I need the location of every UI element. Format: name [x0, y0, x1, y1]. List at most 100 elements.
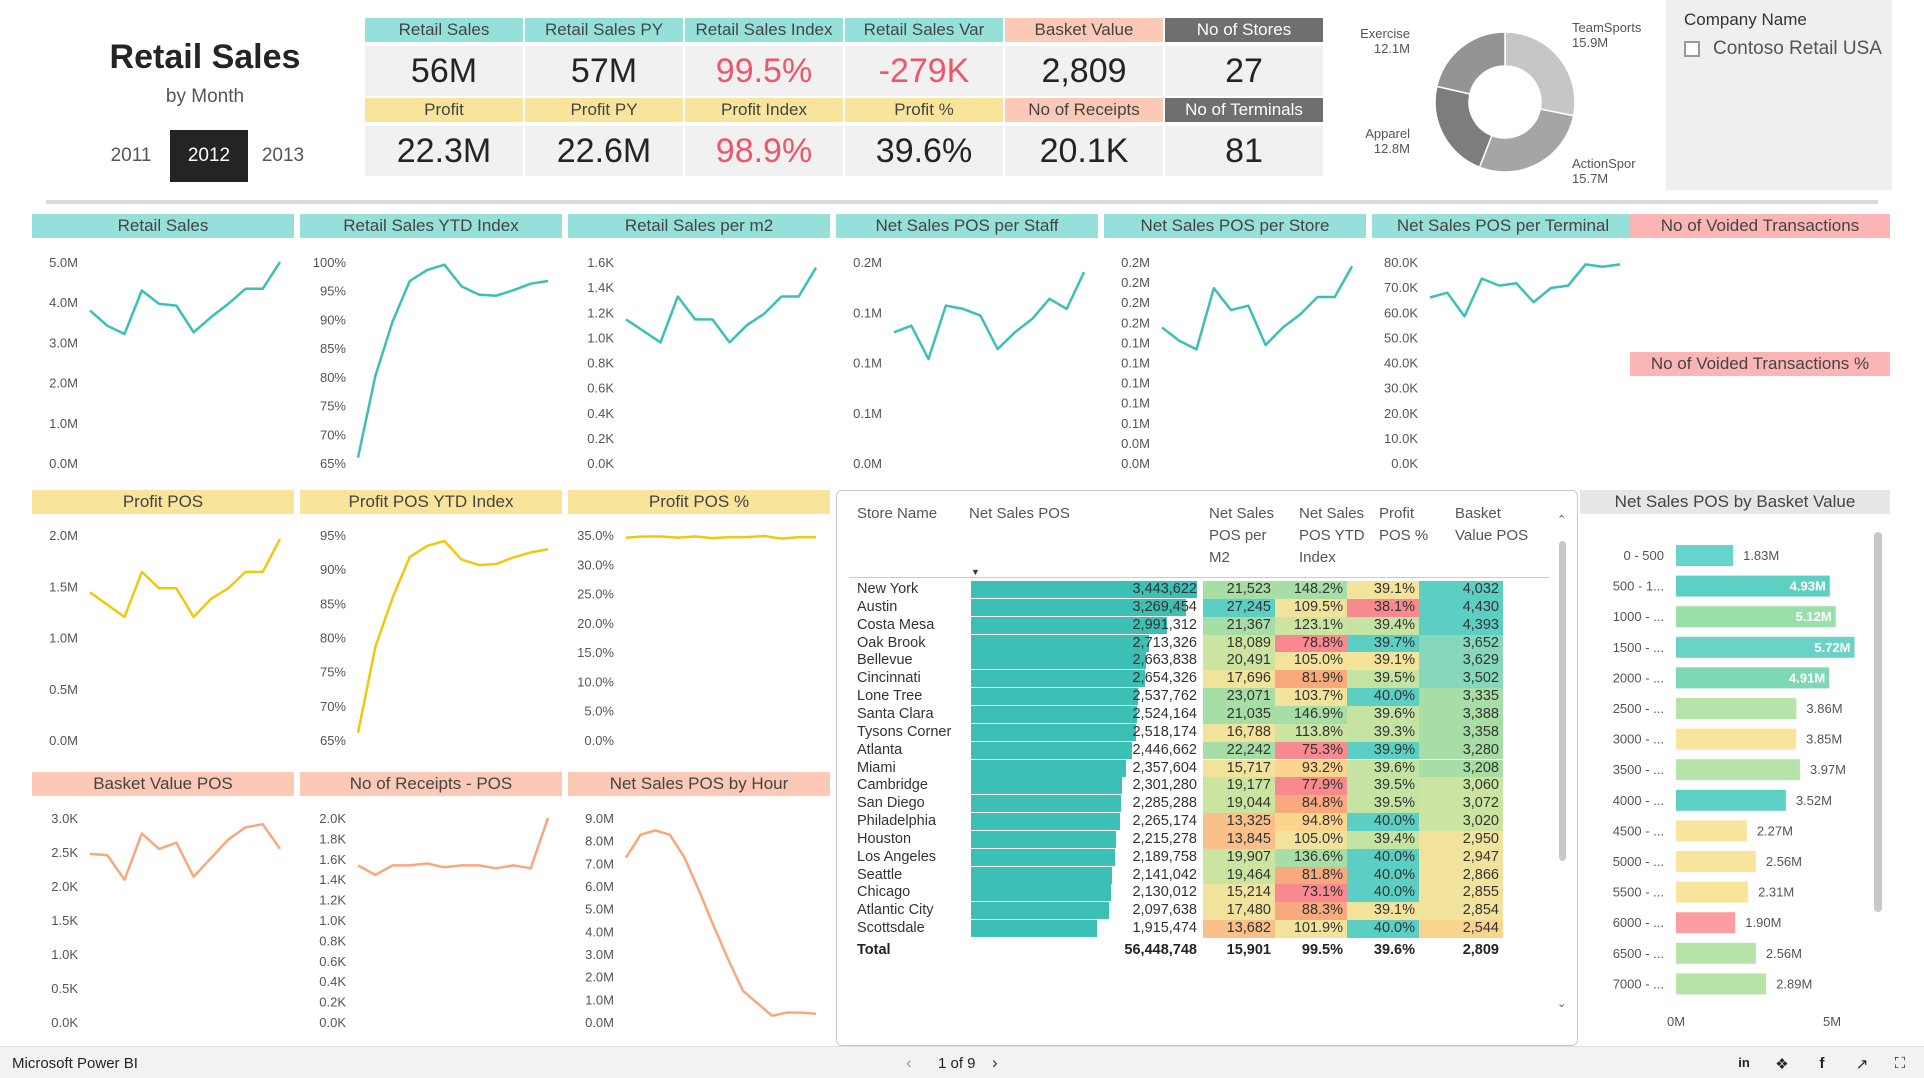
column-header[interactable]: Basket Value POS: [1455, 505, 1529, 544]
donut-slice[interactable]: [1435, 31, 1506, 95]
column-header[interactable]: Profit POS %: [1379, 505, 1429, 544]
y-tick-label: 2.0M: [585, 970, 614, 985]
table-row[interactable]: Houston 2,215,278 13,845 105.0% 39.4% 2,950: [849, 830, 1569, 849]
net-sales-bar: [971, 848, 1115, 866]
table-cell: 109.5%: [1293, 598, 1343, 615]
table-cell: 3,208: [1462, 759, 1499, 776]
series-line[interactable]: [625, 267, 818, 344]
basket-bar[interactable]: [1676, 728, 1797, 750]
basket-bar[interactable]: [1676, 759, 1800, 781]
slicer-item-contoso[interactable]: Contoso Retail USA: [1713, 38, 1882, 59]
basket-bar[interactable]: [1676, 820, 1747, 842]
net-sales-bar: [971, 920, 1097, 938]
basket-bar[interactable]: [1676, 851, 1756, 872]
year-2011-button[interactable]: 2011: [110, 145, 152, 166]
scroll-up-icon[interactable]: ⌃: [1557, 514, 1567, 526]
table-scrollbar[interactable]: [1559, 541, 1566, 861]
basket-bar[interactable]: [1676, 973, 1767, 995]
year-2012-button[interactable]: 2012: [170, 130, 248, 182]
table-row[interactable]: Austin 3,269,454 27,245 109.5% 38.1% 4,430: [849, 598, 1569, 617]
table-row[interactable]: Los Angeles 2,189,758 19,907 136.6% 40.0% 2,9…: [849, 848, 1569, 867]
bar-chart-scrollbar[interactable]: [1874, 532, 1882, 912]
basket-bar[interactable]: [1676, 789, 1786, 811]
series-line[interactable]: [624, 829, 817, 1018]
linkedin-icon[interactable]: in: [1738, 1055, 1750, 1070]
basket-bar[interactable]: [1676, 667, 1830, 689]
cell-bg: [1419, 848, 1503, 867]
basket-bar[interactable]: [1676, 942, 1756, 964]
donut-slice[interactable]: [1434, 85, 1493, 169]
table-row[interactable]: Cambridge 2,301,280 19,177 77.9% 39.5% 3,060: [849, 777, 1569, 796]
basket-bar[interactable]: [1676, 912, 1736, 934]
sort-desc-icon[interactable]: ▼: [971, 567, 980, 577]
twitter-icon[interactable]: ❖: [1775, 1056, 1789, 1073]
net-sales-bar: [971, 902, 1109, 920]
cell-bg: [1203, 634, 1275, 653]
kpi-label: Retail Sales PY: [525, 18, 683, 42]
table-row[interactable]: Lone Tree 2,537,762 23,071 103.7% 40.0% 3,335: [849, 688, 1569, 706]
table-row[interactable]: Oak Brook 2,713,326 18,089 78.8% 39.7% 3,652: [849, 634, 1569, 653]
bar-category-label: 3500 - ...: [1613, 762, 1664, 777]
bar-category-label: 2500 - ...: [1613, 701, 1664, 716]
column-header[interactable]: Net Sales POS YTD Index: [1299, 505, 1365, 566]
table-row[interactable]: Costa Mesa 2,991,312 21,367 123.1% 39.4% 4,39…: [849, 616, 1569, 635]
basket-bar[interactable]: [1676, 545, 1734, 566]
donut-slice[interactable]: [1478, 108, 1575, 173]
cell-bg: [1275, 884, 1347, 903]
y-tick-label: 0.0M: [1121, 456, 1150, 471]
table-cell: 3,629: [1462, 652, 1499, 669]
basket-bar[interactable]: [1676, 698, 1797, 719]
table-row[interactable]: Bellevue 2,663,838 20,491 105.0% 39.1% 3,629: [849, 652, 1569, 671]
slicer-checkbox[interactable]: [1684, 41, 1700, 57]
table-row[interactable]: Santa Clara 2,524,164 21,035 146.9% 39.6% 3,3…: [849, 705, 1569, 724]
table-row[interactable]: Chicago 2,130,012 15,214 73.1% 40.0% 2,855: [849, 884, 1569, 903]
table-row[interactable]: Miami 2,357,604 15,717 93.2% 39.6% 3,208: [849, 759, 1569, 778]
series-line[interactable]: [356, 539, 549, 734]
y-tick-label: 75%: [320, 399, 346, 414]
table-row[interactable]: Atlantic City 2,097,638 17,480 88.3% 39.1% 2,…: [849, 902, 1569, 921]
donut-slice[interactable]: [1504, 31, 1576, 117]
table-row[interactable]: Atlanta 2,446,662 22,242 75.3% 39.9% 3,280: [849, 741, 1569, 760]
column-header[interactable]: Net Sales POS per M2: [1209, 505, 1275, 566]
table-row[interactable]: Philadelphia 2,265,174 13,325 94.8% 40.0% 3,0…: [849, 813, 1569, 831]
table-cell: 13,325: [1226, 813, 1271, 830]
y-tick-label: 0.1M: [1121, 416, 1150, 431]
table-row[interactable]: Tysons Corner 2,518,174 16,788 113.8% 39.3% 3…: [849, 723, 1569, 742]
table-row[interactable]: New York 3,443,622 21,523 148.2% 39.1% 4,032: [849, 581, 1569, 599]
series-line[interactable]: [1429, 263, 1621, 318]
y-tick-label: 0.0K: [51, 1015, 78, 1030]
y-tick-label: 20.0K: [1384, 406, 1418, 421]
scroll-down-icon[interactable]: ⌄: [1557, 998, 1567, 1010]
fullscreen-icon[interactable]: ⛶: [1894, 1055, 1906, 1072]
table-cell: 103.7%: [1293, 688, 1343, 705]
table-row[interactable]: Cincinnati 2,654,326 17,696 81.9% 39.5% 3,502: [849, 670, 1569, 689]
series-line[interactable]: [625, 534, 816, 540]
table-row[interactable]: Scottsdale 1,915,474 13,682 101.9% 40.0% 2,54…: [849, 920, 1569, 938]
net-sales-bar: [971, 795, 1121, 813]
table-row[interactable]: San Diego 2,285,288 19,044 84.8% 39.5% 3,072: [849, 795, 1569, 814]
series-line[interactable]: [89, 538, 282, 619]
series-line[interactable]: [1161, 265, 1354, 351]
cell-bg: [1419, 634, 1503, 653]
column-header[interactable]: Net Sales POS: [969, 505, 1070, 522]
share-icon[interactable]: ↗: [1855, 1056, 1869, 1073]
series-line[interactable]: [89, 822, 282, 882]
basket-bar[interactable]: [1676, 606, 1836, 628]
y-tick-label: 0.1M: [853, 305, 882, 320]
cell-bg: [1203, 616, 1275, 635]
net-sales-bar: [971, 813, 1120, 831]
next-page-icon[interactable]: ›: [992, 1053, 998, 1072]
basket-bar[interactable]: [1676, 636, 1855, 658]
cell-bg: [1275, 902, 1347, 921]
year-2013-button[interactable]: 2013: [261, 145, 305, 166]
prev-page-icon[interactable]: ‹: [906, 1053, 912, 1072]
column-header[interactable]: Store Name: [857, 505, 938, 522]
series-line[interactable]: [356, 263, 549, 458]
facebook-icon[interactable]: f: [1819, 1055, 1825, 1072]
basket-bar[interactable]: [1676, 881, 1749, 903]
basket-bar[interactable]: [1676, 575, 1830, 597]
table-row[interactable]: Seattle 2,141,042 19,464 81.8% 40.0% 2,866: [849, 866, 1569, 885]
series-line[interactable]: [89, 261, 282, 336]
series-line[interactable]: [357, 817, 550, 877]
series-line[interactable]: [893, 271, 1086, 361]
